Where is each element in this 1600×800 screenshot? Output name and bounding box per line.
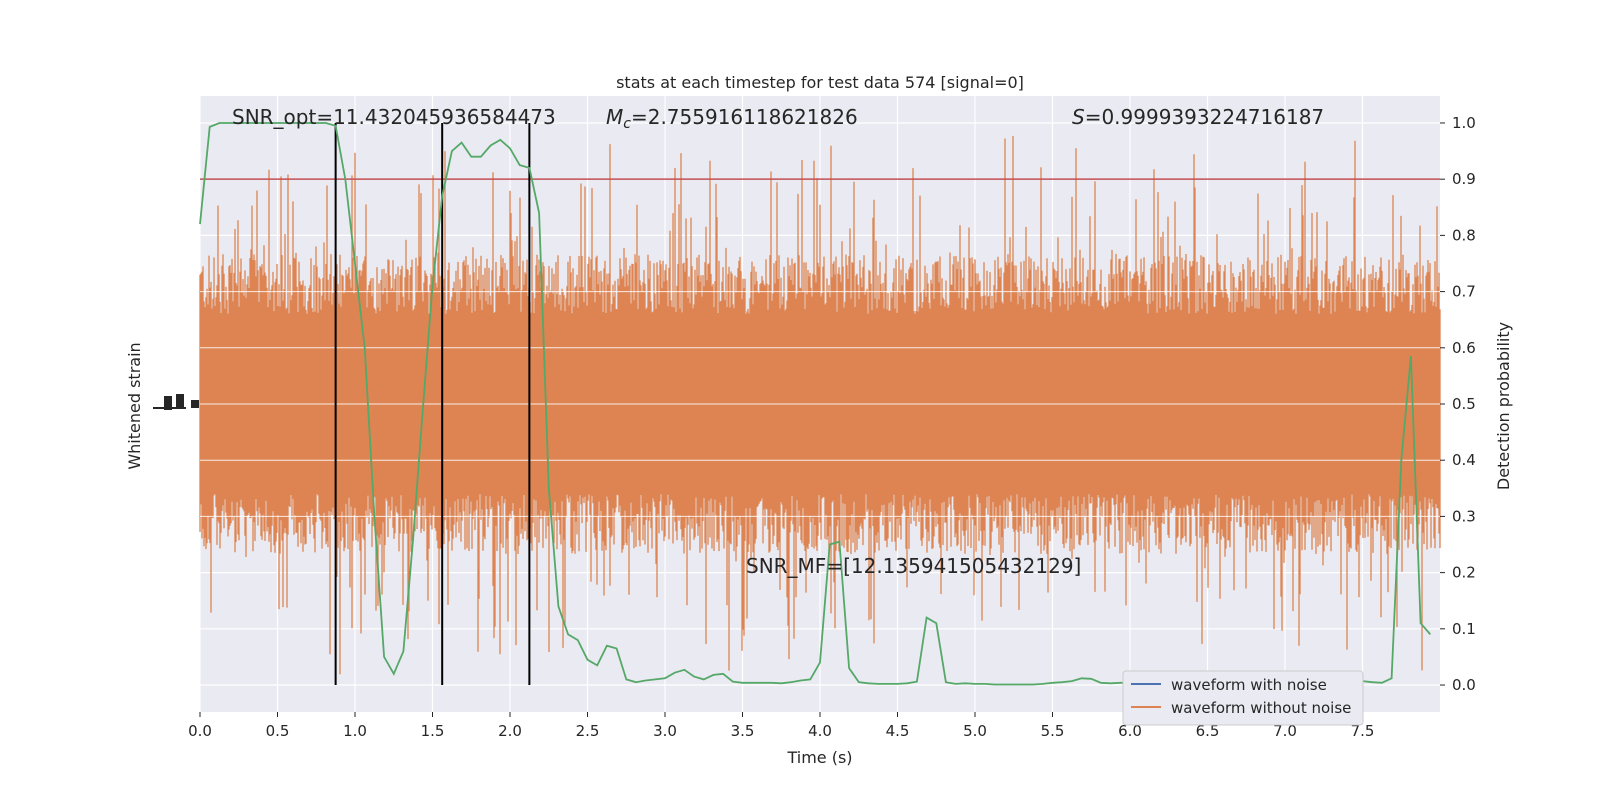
- x-tick-label: 6.5: [1196, 722, 1220, 740]
- chart-title: stats at each timestep for test data 574…: [616, 73, 1024, 92]
- x-tick-label: 5.0: [963, 722, 987, 740]
- x-tick-label: 3.5: [731, 722, 755, 740]
- y-tick-label: 0.5: [1452, 395, 1476, 413]
- x-tick-label: 2.5: [576, 722, 600, 740]
- x-axis-label: Time (s): [786, 748, 852, 767]
- x-tick-label: 3.0: [653, 722, 677, 740]
- y-tick-label: 0.7: [1452, 283, 1476, 301]
- x-tick-label: 5.5: [1041, 722, 1065, 740]
- y-tick-label: 0.1: [1452, 620, 1476, 638]
- x-tick-label: 0.0: [188, 722, 212, 740]
- x-tick-label: 4.5: [886, 722, 910, 740]
- snr-opt-annotation: SNR_opt=11.432045936584473: [232, 105, 556, 129]
- legend: waveform with noise waveform without noi…: [1122, 670, 1364, 726]
- y-tick-label: 0.3: [1452, 507, 1476, 525]
- x-tick-label: 0.5: [266, 722, 290, 740]
- x-tick-label: 1.0: [343, 722, 367, 740]
- y-tick-label: 1.0: [1452, 114, 1476, 132]
- y-axis-left-label: Whitened strain: [125, 342, 144, 469]
- x-tick-label: 1.5: [421, 722, 445, 740]
- x-tick-label: 4.0: [808, 722, 832, 740]
- x-tick-label: 6.0: [1118, 722, 1142, 740]
- y-tick-label: 0.2: [1452, 564, 1476, 582]
- y-tick-label: 0.8: [1452, 226, 1476, 244]
- waveform-without-noise-series: [199, 136, 1441, 675]
- y-axis-right-ticks: 0.0 0.1 0.2 0.3 0.4 0.5 0.6 0.7 0.8 0.9 1.0: [1440, 114, 1476, 694]
- y-tick-label: 0.6: [1452, 339, 1476, 357]
- x-axis-ticks: 0.0 0.5 1.0 1.5 2.0 2.5 3.0 3.5 4.0 4.5 5.0 5.5 6.0 6…: [188, 712, 1374, 740]
- y-axis-right-label: Detection probability: [1494, 322, 1513, 490]
- vertical-lines: [334, 122, 531, 686]
- snr-mf-annotation: SNR_MF=[12.135941505432129]: [746, 554, 1081, 578]
- legend-label-without-noise: waveform without noise: [1171, 699, 1351, 717]
- y-tick-label: 0.9: [1452, 170, 1476, 188]
- s-annotation: S=0.9999393224716187: [1072, 105, 1324, 129]
- x-tick-label: 2.0: [498, 722, 522, 740]
- y-tick-label: 0.4: [1452, 451, 1476, 469]
- legend-label-with-noise: waveform with noise: [1171, 676, 1327, 694]
- left-axis-artifact: [153, 394, 199, 410]
- legend-box: [1122, 670, 1364, 726]
- y-tick-label: 0.0: [1452, 676, 1476, 694]
- x-tick-label: 7.5: [1351, 722, 1375, 740]
- x-tick-label: 7.0: [1273, 722, 1297, 740]
- mc-annotation: Mc=2.755916118621826: [606, 105, 858, 132]
